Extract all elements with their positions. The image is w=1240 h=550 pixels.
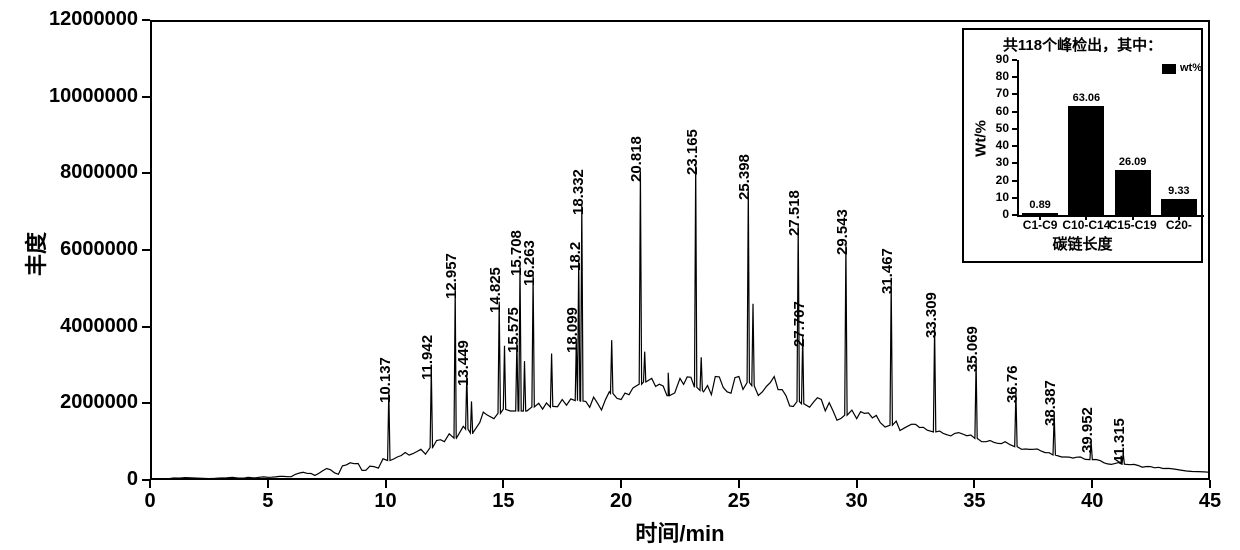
y-tick: [142, 96, 150, 98]
x-tick: [149, 480, 151, 488]
peak-label: 18.099: [564, 307, 581, 353]
inset-y-tick-label: 80: [964, 69, 1009, 83]
inset-bar: [1161, 199, 1197, 215]
peak-label: 33.309: [923, 292, 940, 338]
x-tick-label: 45: [1190, 490, 1230, 513]
inset-x-tick: [1039, 215, 1041, 220]
y-tick-label: 4000000: [60, 315, 138, 338]
peak-label: 27.518: [786, 190, 803, 236]
x-tick-label: 40: [1072, 490, 1112, 513]
x-tick: [385, 480, 387, 488]
y-tick-label: 10000000: [49, 85, 138, 108]
x-tick: [973, 480, 975, 488]
x-tick-label: 20: [601, 490, 641, 513]
inset-y-tick-label: 0: [964, 207, 1009, 221]
x-tick-label: 5: [248, 490, 288, 513]
inset-bar: [1115, 170, 1151, 215]
inset-y-tick: [1012, 76, 1017, 78]
inset-y-tick: [1012, 180, 1017, 182]
peak-label: 18.2: [567, 241, 584, 270]
inset-legend-label: wt%: [1180, 62, 1202, 74]
inset-y-tick-label: 70: [964, 86, 1009, 100]
x-tick-label: 15: [483, 490, 523, 513]
inset-y-tick: [1012, 59, 1017, 61]
inset-y-tick: [1012, 162, 1017, 164]
peak-label: 38.387: [1042, 380, 1059, 426]
inset-x-axis-title: 碳链长度: [964, 233, 1201, 254]
y-tick: [142, 326, 150, 328]
peak-label: 16.263: [521, 240, 538, 286]
inset-y-tick: [1012, 111, 1017, 113]
peak-label: 31.467: [879, 248, 896, 294]
x-tick: [620, 480, 622, 488]
peak-label: 11.942: [419, 335, 436, 380]
peak-label: 13.449: [455, 340, 472, 386]
x-tick: [1209, 480, 1211, 488]
y-tick: [142, 402, 150, 404]
inset-category-label: C20-: [1152, 218, 1206, 232]
x-tick: [856, 480, 858, 488]
inset-bar: [1068, 106, 1104, 215]
y-tick-label: 2000000: [60, 391, 138, 414]
peak-label: 25.398: [736, 154, 753, 200]
x-tick-label: 10: [366, 490, 406, 513]
x-tick: [738, 480, 740, 488]
x-tick: [267, 480, 269, 488]
inset-y-tick-label: 20: [964, 173, 1009, 187]
peak-label: 12.957: [443, 253, 460, 299]
inset-bar-value: 26.09: [1109, 156, 1157, 168]
inset-y-tick-label: 10: [964, 190, 1009, 204]
x-tick: [502, 480, 504, 488]
inset-x-tick: [1178, 215, 1180, 220]
y-tick: [142, 19, 150, 21]
peak-label: 41.315: [1111, 418, 1128, 464]
inset-y-tick-label: 60: [964, 104, 1009, 118]
x-tick-label: 35: [954, 490, 994, 513]
inset-y-tick: [1012, 128, 1017, 130]
peak-label: 36.76: [1004, 365, 1021, 403]
x-tick-label: 0: [130, 490, 170, 513]
inset-y-axis-title: Wt/%: [973, 118, 990, 158]
y-tick: [142, 249, 150, 251]
inset-legend-swatch: [1162, 64, 1176, 74]
y-tick: [142, 172, 150, 174]
x-tick-label: 30: [837, 490, 877, 513]
peak-label: 39.952: [1079, 407, 1096, 453]
y-tick-label: 12000000: [49, 8, 138, 31]
x-tick: [1091, 480, 1093, 488]
y-tick-label: 0: [127, 468, 138, 491]
peak-label: 14.825: [487, 267, 504, 313]
y-tick-label: 6000000: [60, 238, 138, 261]
x-tick-label: 25: [719, 490, 759, 513]
peak-label: 23.165: [684, 129, 701, 175]
inset-x-tick: [1132, 215, 1134, 220]
inset-y-tick: [1012, 214, 1017, 216]
peak-label: 15.575: [505, 307, 522, 353]
inset-bar-value: 63.06: [1062, 92, 1110, 104]
inset-x-tick: [1085, 215, 1087, 220]
peak-label: 20.818: [628, 137, 645, 183]
peak-label: 10.137: [377, 357, 394, 403]
inset-chart: 共118个峰检出，其中： 0102030405060708090Wt/%0.89…: [962, 28, 1203, 263]
peak-label: 35.069: [964, 326, 981, 372]
peak-label: 27.707: [791, 301, 808, 347]
chart-container: 丰度 时间/min 共118个峰检出，其中： 01020304050607080…: [0, 0, 1240, 550]
peak-label: 29.543: [834, 209, 851, 255]
inset-y-tick: [1012, 145, 1017, 147]
y-tick-label: 8000000: [60, 161, 138, 184]
inset-y-tick-label: 90: [964, 52, 1009, 66]
inset-bar-value: 0.89: [1016, 199, 1064, 211]
peak-label: 18.332: [570, 169, 587, 215]
inset-y-tick: [1012, 197, 1017, 199]
inset-y-tick: [1012, 93, 1017, 95]
inset-bar-value: 9.33: [1155, 185, 1203, 197]
